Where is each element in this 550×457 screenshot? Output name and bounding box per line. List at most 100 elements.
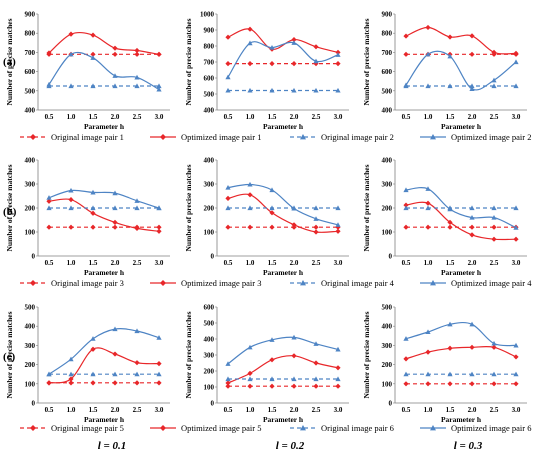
x-tick-label: 2.0 xyxy=(111,113,120,121)
data-point xyxy=(447,345,453,351)
data-point xyxy=(491,236,497,242)
data-point xyxy=(247,344,253,350)
data-point xyxy=(403,187,409,193)
data-point xyxy=(491,381,497,387)
data-point xyxy=(269,357,275,363)
data-point xyxy=(90,371,96,377)
data-point xyxy=(469,86,475,91)
data-point xyxy=(134,83,140,89)
legend-marker xyxy=(30,280,36,286)
data-point xyxy=(425,329,431,335)
data-point xyxy=(68,31,74,37)
data-point xyxy=(335,205,341,211)
data-point xyxy=(403,205,409,211)
data-point xyxy=(513,354,519,360)
series-line-4 xyxy=(405,50,517,91)
series-line-4 xyxy=(48,51,160,91)
y-tick-label: 200 xyxy=(382,205,393,213)
data-point xyxy=(447,34,453,40)
series-line-2 xyxy=(405,26,517,55)
data-point xyxy=(112,190,118,196)
data-point xyxy=(269,45,275,50)
data-point xyxy=(425,200,431,206)
data-point xyxy=(134,371,140,377)
y-tick-label: 600 xyxy=(204,75,215,83)
x-tick-label: 1.0 xyxy=(424,259,433,267)
legend-label: Original image pair 3 xyxy=(51,278,124,288)
data-point xyxy=(112,83,118,89)
y-tick-label: 200 xyxy=(25,205,36,213)
y-tick-label: 300 xyxy=(204,181,215,189)
data-point xyxy=(469,321,475,327)
legend-marker xyxy=(430,280,436,286)
y-tick-label: 200 xyxy=(204,368,215,376)
data-point xyxy=(247,26,253,32)
data-point xyxy=(269,205,275,211)
x-tick-label: 3.0 xyxy=(155,259,164,267)
data-point xyxy=(46,81,52,87)
x-tick-label: 0.5 xyxy=(45,259,54,267)
data-point xyxy=(46,50,52,56)
data-point xyxy=(335,365,341,371)
y-tick-label: 600 xyxy=(25,68,36,76)
x-tick-label: 1.5 xyxy=(89,113,98,121)
legend-label: Optimized image pair 5 xyxy=(181,423,262,433)
legend-marker xyxy=(160,425,166,431)
data-point xyxy=(112,73,118,78)
data-point xyxy=(134,198,140,203)
x-tick-label: 2.0 xyxy=(290,113,299,121)
x-tick-label: 1.5 xyxy=(446,406,455,414)
y-tick-label: 200 xyxy=(25,361,36,369)
data-point xyxy=(491,344,497,350)
data-point xyxy=(90,336,96,341)
data-point xyxy=(68,380,74,386)
data-point xyxy=(513,371,519,377)
data-point xyxy=(447,224,453,230)
data-point xyxy=(313,360,319,366)
x-tick-label: 3.0 xyxy=(334,406,343,414)
data-point xyxy=(269,337,275,342)
data-point xyxy=(469,215,475,220)
y-tick-label: 200 xyxy=(382,361,393,369)
data-point xyxy=(134,51,140,57)
data-point xyxy=(247,205,253,211)
y-tick-label: 100 xyxy=(382,380,393,388)
data-point xyxy=(469,371,475,377)
data-point xyxy=(425,24,431,31)
series-line-4 xyxy=(227,41,339,78)
series-line-2 xyxy=(48,347,160,384)
y-tick-label: 100 xyxy=(382,229,393,237)
data-point xyxy=(269,383,275,389)
data-point xyxy=(112,326,118,332)
data-point xyxy=(156,224,162,230)
x-tick-label: 1.5 xyxy=(268,406,277,414)
data-point xyxy=(335,87,341,93)
legend-label: Original image pair 4 xyxy=(321,278,395,288)
x-tick-label: 1.5 xyxy=(89,259,98,267)
legends: Original image pair 1 Optimized image pai… xyxy=(20,132,532,433)
y-tick-label: 400 xyxy=(204,107,215,115)
x-tick-label: 1.0 xyxy=(67,259,76,267)
data-point xyxy=(313,341,319,346)
data-point xyxy=(491,205,497,211)
chart-panel-2: 400 500 600 700 800 900 1000 0.5 1.0 1.5 2.0 2.5 3.0… xyxy=(184,11,349,131)
data-point xyxy=(90,380,96,386)
y-tick-label: 500 xyxy=(25,304,36,312)
x-tick-label: 2.0 xyxy=(468,406,477,414)
x-axis-title: Parameter h xyxy=(263,415,304,424)
data-point xyxy=(112,45,118,51)
data-point xyxy=(469,83,475,89)
data-point xyxy=(291,87,297,93)
data-point xyxy=(112,219,118,225)
x-tick-label: 2.5 xyxy=(490,113,499,121)
data-point xyxy=(491,77,497,83)
x-tick-label: 1.5 xyxy=(268,259,277,267)
x-tick-label: 1.0 xyxy=(424,113,433,121)
data-point xyxy=(68,371,74,377)
x-tick-label: 0.5 xyxy=(224,259,233,267)
data-point xyxy=(425,186,431,191)
data-point xyxy=(247,87,253,93)
data-point xyxy=(269,187,275,193)
data-point xyxy=(291,353,297,359)
x-tick-label: 1.0 xyxy=(246,113,255,121)
